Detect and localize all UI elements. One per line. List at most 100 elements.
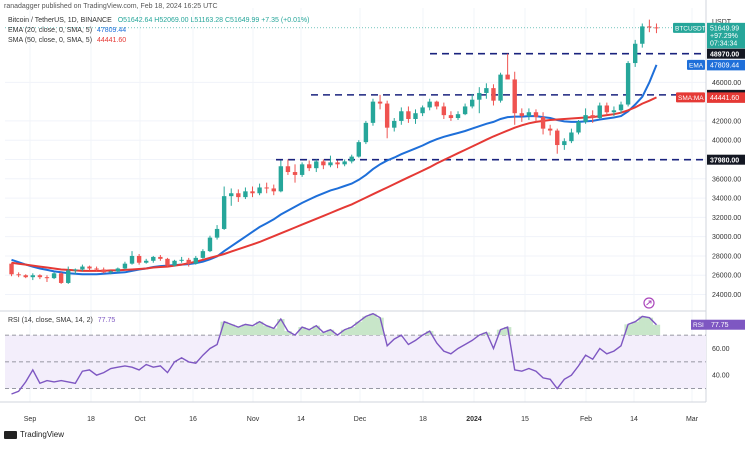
candle <box>94 268 99 270</box>
candle <box>576 121 581 133</box>
series-value-tag <box>707 92 745 103</box>
candle <box>207 237 213 252</box>
candle <box>143 260 149 263</box>
candle <box>640 26 645 44</box>
candle <box>569 132 574 142</box>
candle <box>505 74 510 80</box>
candle <box>469 99 475 107</box>
candle <box>512 79 517 114</box>
time-tick-label: Feb <box>580 416 592 423</box>
tradingview-logo[interactable]: TradingView <box>4 430 64 439</box>
alert-icon-glyph <box>646 300 652 306</box>
candle <box>384 103 390 128</box>
candle <box>342 161 347 165</box>
candle <box>484 88 489 93</box>
series-name-label: SMA:MA <box>678 95 704 102</box>
candle <box>392 120 397 128</box>
series-name-label: EMA <box>689 62 704 69</box>
price-tick-label: 34000.00 <box>712 196 741 203</box>
candle <box>285 166 291 173</box>
candle <box>16 274 21 276</box>
candle <box>200 251 206 258</box>
candle <box>434 101 439 107</box>
candle <box>165 258 170 266</box>
candle <box>122 263 128 269</box>
candle <box>477 92 482 100</box>
series-value-label: 44441.60 <box>710 95 739 102</box>
symbol-legend: Bitcoin / TetherUS, 1D, BINANCE O51642.6… <box>8 17 309 24</box>
candle <box>647 26 652 28</box>
ohlc-values: O51642.64 H52069.00 L51163.28 C51649.99 … <box>117 17 310 24</box>
candle <box>136 255 142 263</box>
candle <box>413 113 418 119</box>
candle <box>186 259 191 264</box>
candle <box>257 187 262 194</box>
candle <box>597 105 602 119</box>
series-value-label: 51649.99 <box>710 25 739 32</box>
candle <box>583 115 588 122</box>
sma-legend-value: 44441.60 <box>96 37 127 44</box>
candle <box>455 114 461 119</box>
candle <box>377 101 383 104</box>
candle <box>590 115 595 119</box>
candle <box>306 164 312 169</box>
time-tick-label: Nov <box>247 416 260 423</box>
candle <box>363 122 369 143</box>
candle <box>51 273 57 279</box>
candle <box>292 172 298 175</box>
candle <box>611 110 617 113</box>
candle <box>66 270 71 283</box>
candle <box>618 104 624 111</box>
candle <box>221 196 227 229</box>
candle <box>23 275 28 278</box>
symbol-line: Bitcoin / TetherUS, 1D, BINANCE <box>8 17 112 24</box>
series-value-label: 47809.44 <box>710 62 739 69</box>
candle <box>250 191 255 194</box>
candle <box>328 162 333 166</box>
level-price-tag <box>707 48 745 59</box>
candle <box>562 141 567 146</box>
series-value-label: +97.29% <box>710 33 738 40</box>
candle <box>129 255 135 264</box>
candle <box>151 256 156 261</box>
candle <box>540 117 546 129</box>
candle <box>37 275 43 278</box>
candle <box>555 130 560 146</box>
rsi-tick-label: 60.00 <box>712 346 730 353</box>
candle <box>349 156 354 162</box>
ema-line <box>11 64 658 276</box>
price-tick-label: 32000.00 <box>712 215 741 222</box>
candle <box>80 266 85 270</box>
candle <box>448 115 454 119</box>
series-value-tag <box>707 22 745 49</box>
price-tick-label: 42000.00 <box>712 118 741 125</box>
time-tick-label: Sep <box>24 416 37 423</box>
ema-legend-label: EMA (20, close, 0, SMA, 5) <box>8 27 93 34</box>
candle <box>243 191 248 198</box>
candle <box>399 111 404 121</box>
candle <box>229 193 234 197</box>
candle <box>335 162 340 165</box>
price-axis-unit: USDT <box>712 19 732 26</box>
time-tick-label: 15 <box>521 416 529 423</box>
candle <box>420 107 425 114</box>
candle <box>193 257 199 264</box>
candle <box>108 271 113 273</box>
candle <box>604 105 610 113</box>
candle <box>321 161 326 166</box>
candle <box>406 111 411 119</box>
candle <box>547 128 553 131</box>
candle <box>441 106 447 116</box>
candle <box>625 63 631 105</box>
candle <box>526 112 532 117</box>
series-name-tag <box>687 59 705 70</box>
time-tick-label: 14 <box>297 416 305 423</box>
price-tick-label: 24000.00 <box>712 292 741 299</box>
candle <box>498 74 503 101</box>
candle <box>299 164 305 175</box>
series-name-tag <box>673 22 705 33</box>
price-tick-label: 30000.00 <box>712 234 741 241</box>
time-tick-label: Oct <box>135 416 146 423</box>
